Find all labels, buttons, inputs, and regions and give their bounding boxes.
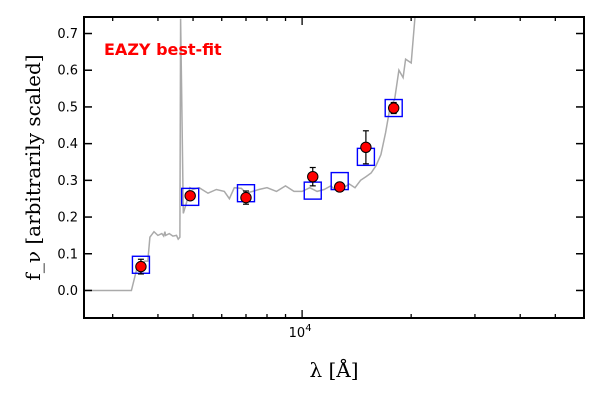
model-flux-square [384,98,403,118]
y-tick-label: 0.5 [57,100,78,115]
y-axis-label: f_ν [arbitrarily scaled] [21,54,45,280]
y-tick-label: 0.6 [57,64,78,79]
y-tick-label: 0.2 [57,211,78,226]
plot-frame [83,16,585,319]
model-flux-square [180,187,200,207]
observed-flux-point [388,102,400,114]
eazy-best-fit-label: EAZY best-fit [104,40,222,59]
observed-flux-point [135,260,147,273]
y-tick-label: 0.0 [57,284,78,299]
observed-flux-point [184,190,196,202]
observed-flux-point [307,170,319,183]
observed-flux-point [334,181,346,193]
x-tick-label: 104 [289,323,312,341]
x-axis-label: λ [Å] [309,357,358,382]
observed-flux-point [360,141,372,154]
y-tick-label: 0.3 [57,174,78,189]
y-tick-label: 0.4 [57,137,78,152]
y-tick-label: 0.7 [57,27,78,42]
y-tick-label: 0.1 [57,247,78,262]
observed-flux-point [240,191,252,204]
